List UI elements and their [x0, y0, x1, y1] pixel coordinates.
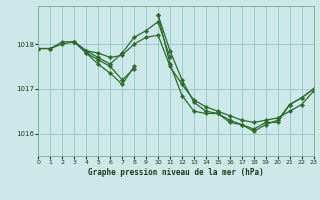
X-axis label: Graphe pression niveau de la mer (hPa): Graphe pression niveau de la mer (hPa): [88, 168, 264, 177]
